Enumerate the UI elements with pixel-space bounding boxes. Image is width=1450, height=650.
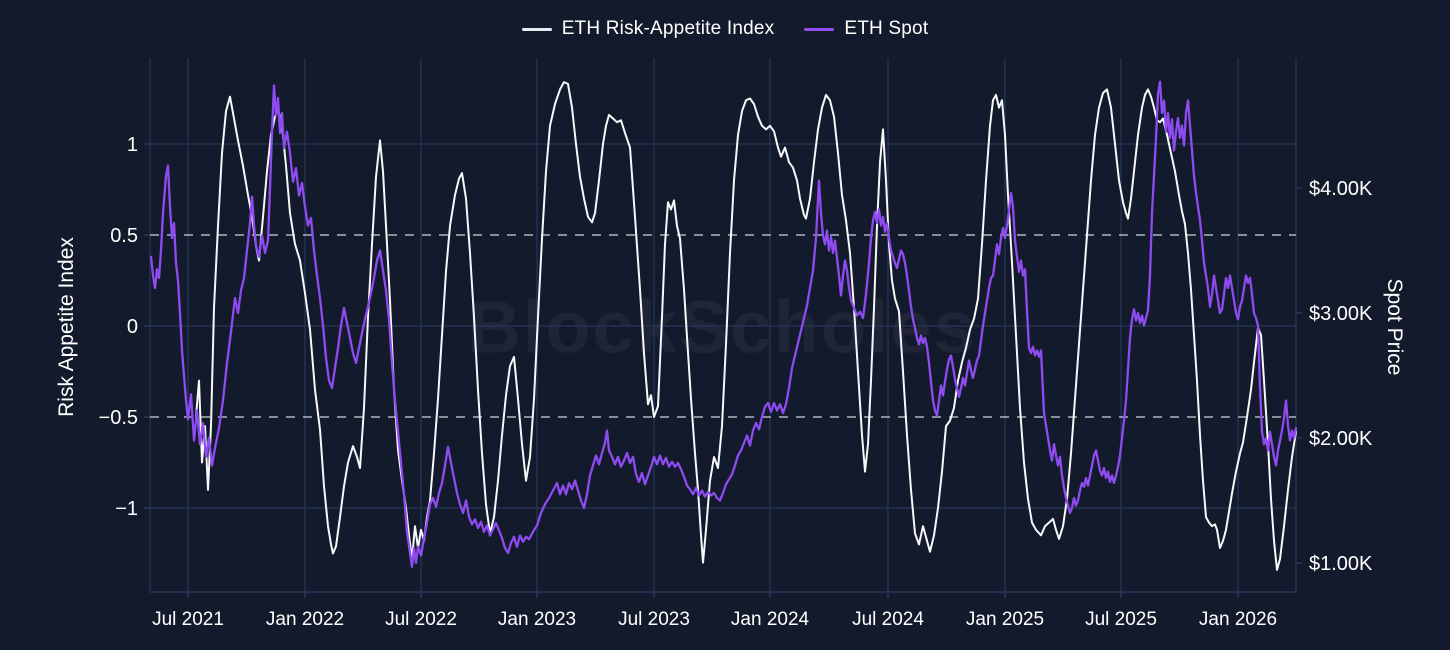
y-right-tick-label: $2.00K	[1309, 428, 1373, 450]
x-tick-label: Jul 2024	[852, 609, 924, 630]
y-left-tick-label: 0	[127, 316, 138, 338]
x-tick-label: Jul 2025	[1085, 609, 1157, 630]
legend-item-risk-appetite-index[interactable]: ETH Risk-Appetite Index	[521, 18, 775, 40]
y-left-tick-label: 1	[127, 134, 138, 156]
legend-line-swatch	[521, 27, 552, 31]
eth-spot-line[interactable]	[149, 80, 1298, 568]
legend-line-swatch	[804, 27, 835, 31]
y-left-tick-label: 0.5	[110, 225, 138, 247]
y-axis-left-title: Risk Appetite Index	[55, 237, 78, 417]
x-tick-label: Jul 2023	[618, 609, 690, 630]
legend-label: ETH Spot	[844, 18, 929, 39]
x-tick-label: Jan 2022	[266, 609, 344, 630]
x-tick-label: Jan 2026	[1199, 609, 1277, 630]
legend-label: ETH Risk-Appetite Index	[561, 18, 775, 39]
legend-item-eth-spot[interactable]: ETH Spot	[804, 18, 928, 40]
y-right-tick-label: $4.00K	[1309, 178, 1373, 200]
y-axis-right-title: Spot Price	[1383, 278, 1406, 376]
x-tick-label: Jan 2024	[731, 609, 810, 630]
y-right-tick-label: $3.00K	[1309, 303, 1373, 325]
chart-legend: ETH Risk-Appetite Index ETH Spot	[0, 18, 1450, 40]
x-tick-label: Jan 2025	[966, 609, 1044, 630]
x-tick-label: Jul 2021	[152, 609, 224, 630]
y-right-tick-label: $1.00K	[1309, 553, 1373, 575]
y-left-tick-label: −1	[115, 498, 138, 520]
watermark: BlockScholes	[467, 285, 977, 369]
x-tick-label: Jul 2022	[385, 609, 457, 630]
y-left-tick-label: −0.5	[99, 407, 138, 429]
risk-appetite-line[interactable]	[195, 81, 1297, 571]
x-tick-label: Jan 2023	[498, 609, 576, 630]
